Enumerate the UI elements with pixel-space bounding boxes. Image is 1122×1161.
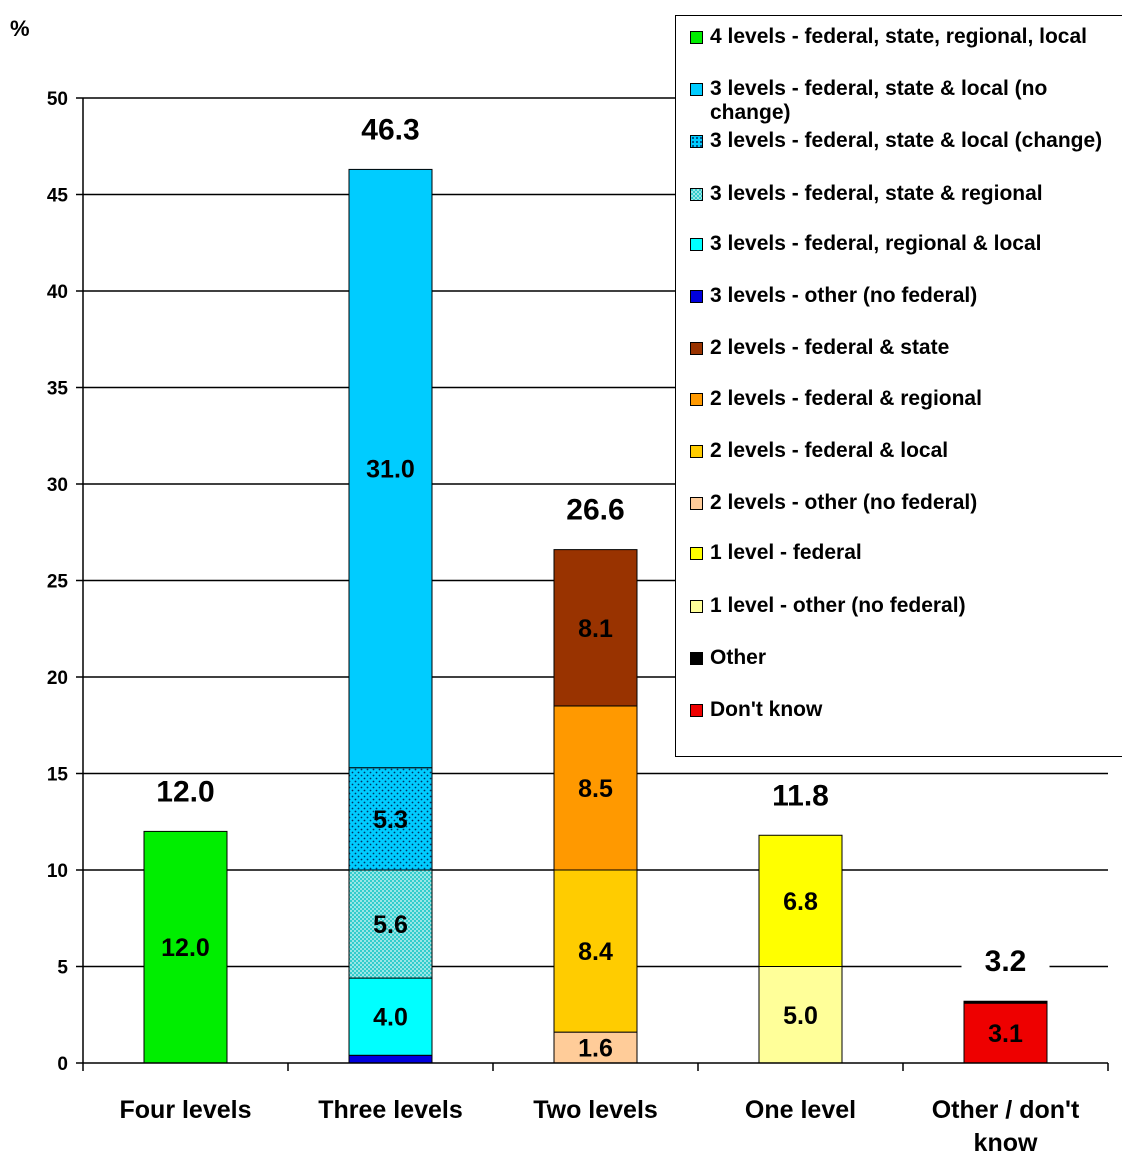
legend-label: 3 levels - other (no federal) [710, 284, 978, 307]
y-tick-label: 35 [47, 379, 69, 400]
legend-item: 3 levels - federal, state & regional [690, 182, 1120, 206]
x-category-label: Three levels [318, 1096, 463, 1124]
legend-item: 3 levels - federal, state & local (chang… [690, 129, 1120, 153]
legend-swatch [690, 600, 703, 613]
segment-value-label: 1.6 [578, 1035, 613, 1063]
bar-segment [553, 705, 638, 871]
x-category-label: Two levels [533, 1096, 658, 1124]
legend-item: 3 levels - federal, state & local (no ch… [690, 77, 1120, 125]
legend-item: 4 levels - federal, state, regional, loc… [690, 25, 1120, 49]
segment-value-label: 5.6 [373, 911, 408, 939]
bar-segment [758, 966, 843, 1064]
legend-label: 3 levels - federal, state & local (no ch… [710, 77, 1048, 124]
bar-segment [143, 830, 228, 1064]
legend-swatch [690, 547, 703, 560]
y-tick-label: 30 [47, 475, 68, 496]
legend-item: 2 levels - federal & state [690, 336, 1120, 360]
bar-total-label: 46.3 [361, 113, 419, 146]
bar-segment [758, 834, 843, 968]
y-tick-label: 25 [47, 572, 69, 593]
legend-swatch [690, 83, 703, 96]
y-tick-label: 50 [47, 89, 68, 110]
bar-segment [348, 977, 433, 1056]
segment-value-label: 8.5 [578, 775, 613, 803]
bar-total-label: 26.6 [566, 494, 624, 527]
segment-value-label: 8.1 [578, 615, 613, 643]
legend-label: 2 levels - federal & regional [710, 387, 982, 410]
bar-segment [348, 1054, 433, 1064]
x-category-label: Other / don't know [932, 1096, 1080, 1157]
bar-segment [553, 869, 638, 1033]
legend-swatch [690, 652, 703, 665]
legend-label: 4 levels - federal, state, regional, loc… [710, 25, 1087, 48]
bar-total-label: 11.8 [772, 779, 829, 812]
segment-value-label: 8.4 [578, 938, 613, 966]
legend-item: 1 level - federal [690, 541, 1120, 565]
total-label-background [141, 775, 230, 812]
total-label-background [961, 945, 1050, 982]
bar-segment [553, 549, 638, 707]
x-category-label: One level [745, 1096, 856, 1124]
bar-segment [963, 1000, 1048, 1004]
legend-label: 3 levels - federal, state & regional [710, 182, 1043, 205]
legend-swatch [690, 290, 703, 303]
y-tick-label: 5 [57, 958, 68, 979]
legend-swatch [690, 238, 703, 251]
segment-value-label: 31.0 [366, 456, 415, 484]
legend-swatch [690, 393, 703, 406]
legend-swatch [690, 497, 703, 510]
legend-item: 2 levels - federal & local [690, 439, 1120, 463]
y-tick-label: 15 [47, 765, 69, 786]
segment-value-label: 5.0 [783, 1002, 818, 1030]
segment-value-label: 6.8 [783, 888, 818, 916]
legend-label: 3 levels - federal, regional & local [710, 232, 1042, 255]
legend-swatch [690, 31, 703, 44]
legend-label: 1 level - other (no federal) [710, 594, 966, 617]
total-label-background [551, 493, 640, 530]
bar-segment [553, 1031, 638, 1064]
chart-legend: 4 levels - federal, state, regional, loc… [675, 15, 1122, 757]
total-label-background [346, 113, 435, 150]
segment-value-label: 5.3 [373, 806, 408, 834]
bar-total-label: 12.0 [156, 775, 214, 808]
legend-item: 3 levels - other (no federal) [690, 284, 1120, 308]
legend-label: 2 levels - other (no federal) [710, 491, 978, 514]
y-tick-label: 0 [57, 1054, 68, 1075]
legend-label: 1 level - federal [710, 541, 862, 564]
legend-swatch [690, 342, 703, 355]
bar-segment [348, 869, 433, 979]
legend-item: Don't know [690, 698, 1120, 722]
legend-item: 1 level - other (no federal) [690, 594, 1120, 618]
y-tick-label: 45 [47, 186, 69, 207]
legend-label: 2 levels - federal & state [710, 336, 950, 359]
legend-swatch [690, 704, 703, 717]
bar-segment [963, 1002, 1048, 1064]
y-axis-label: % [10, 16, 30, 41]
legend-swatch [690, 445, 703, 458]
x-category-label: Four levels [120, 1096, 252, 1124]
bar-segment [348, 168, 433, 769]
y-tick-label: 40 [47, 282, 68, 303]
segment-value-label: 4.0 [373, 1004, 408, 1032]
segment-value-label: 3.1 [988, 1020, 1023, 1048]
legend-item: 2 levels - other (no federal) [690, 491, 1120, 515]
legend-item: Other [690, 646, 1120, 670]
bar-segment [348, 767, 433, 871]
y-tick-label: 20 [47, 668, 68, 689]
legend-label: Other [710, 646, 767, 669]
legend-item: 2 levels - federal & regional [690, 387, 1120, 411]
legend-item: 3 levels - federal, regional & local [690, 232, 1120, 256]
legend-label: 3 levels - federal, state & local (chang… [710, 129, 1103, 152]
bar-total-label: 3.2 [985, 945, 1027, 978]
legend-label: Don't know [710, 698, 823, 721]
legend-swatch [690, 135, 703, 148]
legend-swatch [690, 188, 703, 201]
total-label-background [756, 779, 845, 816]
legend-label: 2 levels - federal & local [710, 439, 949, 462]
y-tick-label: 10 [47, 861, 68, 882]
segment-value-label: 12.0 [161, 934, 210, 962]
